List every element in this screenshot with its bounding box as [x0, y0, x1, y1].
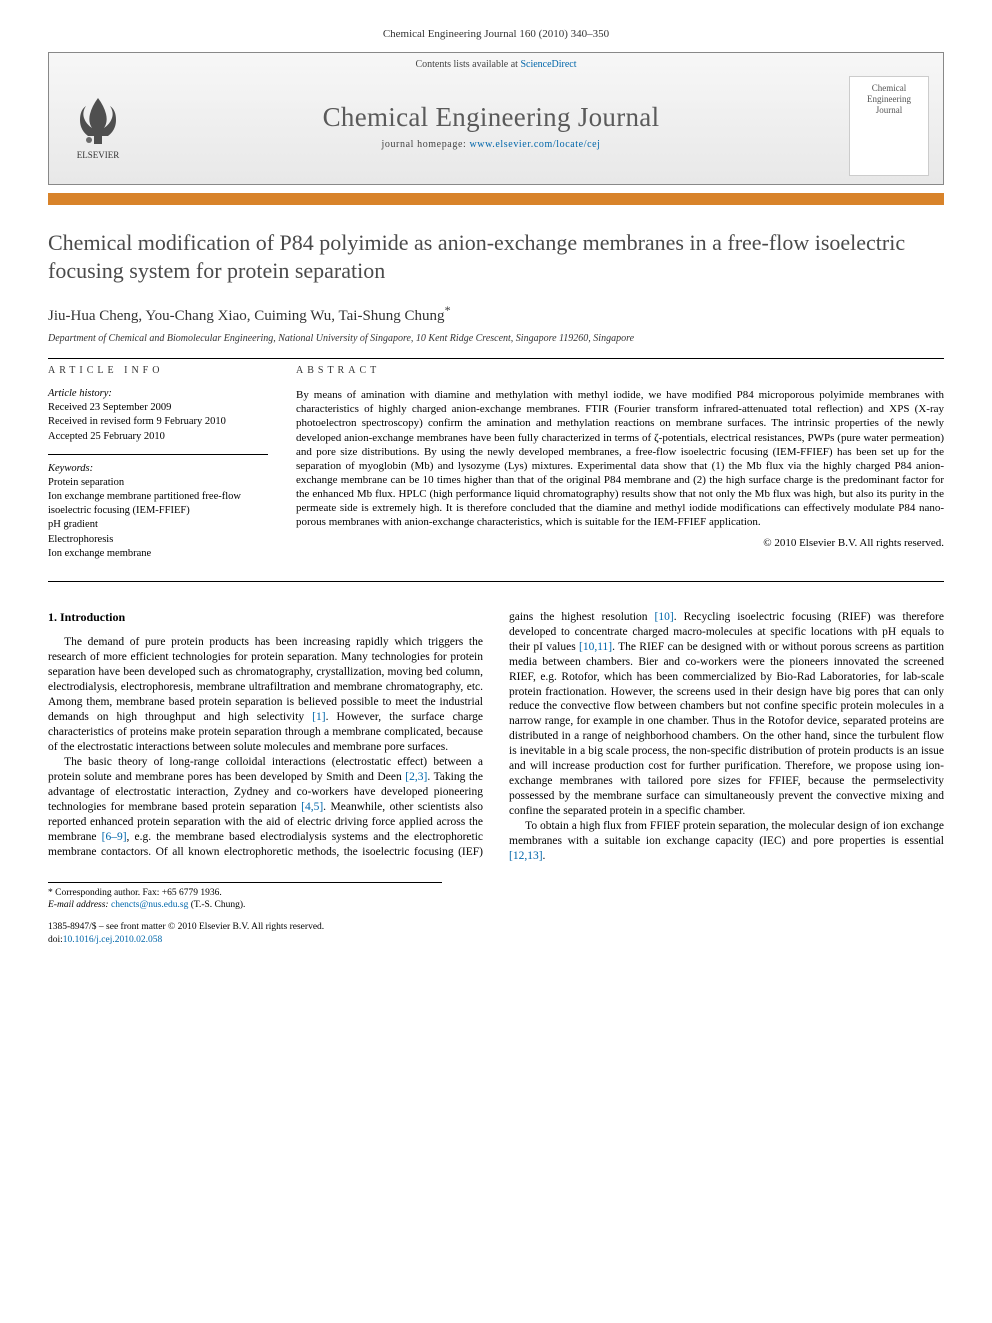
paragraph: To obtain a high flux from FFIEF protein…: [509, 819, 944, 864]
citation-link[interactable]: [12,13]: [509, 850, 543, 862]
corresponding-author-note: * Corresponding author. Fax: +65 6779 19…: [48, 887, 442, 899]
email-label: E-mail address:: [48, 900, 111, 910]
citation-link[interactable]: [10]: [655, 611, 674, 623]
article-info-heading: article info: [48, 365, 268, 376]
publisher-name: ELSEVIER: [77, 150, 120, 160]
publisher-logo: ELSEVIER: [63, 92, 133, 160]
rule-bottom: [48, 581, 944, 582]
history-text: Received 23 September 2009 Received in r…: [48, 401, 268, 444]
homepage-link[interactable]: www.elsevier.com/locate/cej: [469, 139, 600, 150]
contents-prefix: Contents lists available at: [415, 59, 520, 70]
abstract-text: By means of amination with diamine and m…: [296, 388, 944, 529]
email-attribution: (T.-S. Chung).: [188, 900, 245, 910]
section-1-heading: 1. Introduction: [48, 610, 483, 626]
author-list: Jiu-Hua Cheng, You-Chang Xiao, Cuiming W…: [48, 303, 944, 325]
keywords-label: Keywords:: [48, 463, 268, 474]
affiliation: Department of Chemical and Biomolecular …: [48, 333, 944, 344]
citation-link[interactable]: [4,5]: [301, 801, 323, 813]
journal-banner: Contents lists available at ScienceDirec…: [48, 52, 944, 185]
abstract-heading: abstract: [296, 365, 944, 376]
accent-bar: [48, 193, 944, 205]
doi-prefix: doi:: [48, 935, 63, 945]
info-divider: [48, 454, 268, 455]
journal-cover-thumbnail: Chemical Engineering Journal: [849, 76, 929, 176]
email-link[interactable]: chencts@nus.edu.sg: [111, 900, 188, 910]
abstract-copyright: © 2010 Elsevier B.V. All rights reserved…: [296, 537, 944, 549]
elsevier-tree-icon: [72, 92, 124, 148]
paragraph: The demand of pure protein products has …: [48, 635, 483, 755]
citation-link[interactable]: [2,3]: [405, 771, 427, 783]
article-info-block: article info Article history: Received 2…: [48, 365, 268, 571]
homepage-prefix: journal homepage:: [381, 139, 469, 150]
journal-title: Chemical Engineering Journal: [133, 102, 849, 133]
doi-block: 1385-8947/$ – see front matter © 2010 El…: [48, 921, 944, 946]
keywords-text: Protein separation Ion exchange membrane…: [48, 476, 268, 561]
article-title: Chemical modification of P84 polyimide a…: [48, 229, 944, 285]
journal-homepage: journal homepage: www.elsevier.com/locat…: [133, 139, 849, 150]
citation-link[interactable]: [6–9]: [102, 831, 127, 843]
history-label: Article history:: [48, 388, 268, 399]
corresponding-asterisk: *: [445, 303, 451, 317]
citation-link[interactable]: [10,11]: [579, 641, 612, 653]
abstract-block: abstract By means of amination with diam…: [296, 365, 944, 571]
footnotes: * Corresponding author. Fax: +65 6779 19…: [48, 882, 442, 912]
sciencedirect-link[interactable]: ScienceDirect: [520, 59, 576, 70]
front-matter-line: 1385-8947/$ – see front matter © 2010 El…: [48, 921, 944, 933]
body-text: 1. Introduction The demand of pure prote…: [48, 610, 944, 864]
doi-link[interactable]: 10.1016/j.cej.2010.02.058: [63, 935, 162, 945]
doi-line: doi:10.1016/j.cej.2010.02.058: [48, 934, 944, 946]
running-head: Chemical Engineering Journal 160 (2010) …: [48, 28, 944, 40]
authors-text: Jiu-Hua Cheng, You-Chang Xiao, Cuiming W…: [48, 308, 445, 324]
email-line: E-mail address: chencts@nus.edu.sg (T.-S…: [48, 899, 442, 911]
citation-link[interactable]: [1]: [312, 711, 325, 723]
contents-line: Contents lists available at ScienceDirec…: [49, 53, 943, 72]
rule-top: [48, 358, 944, 359]
